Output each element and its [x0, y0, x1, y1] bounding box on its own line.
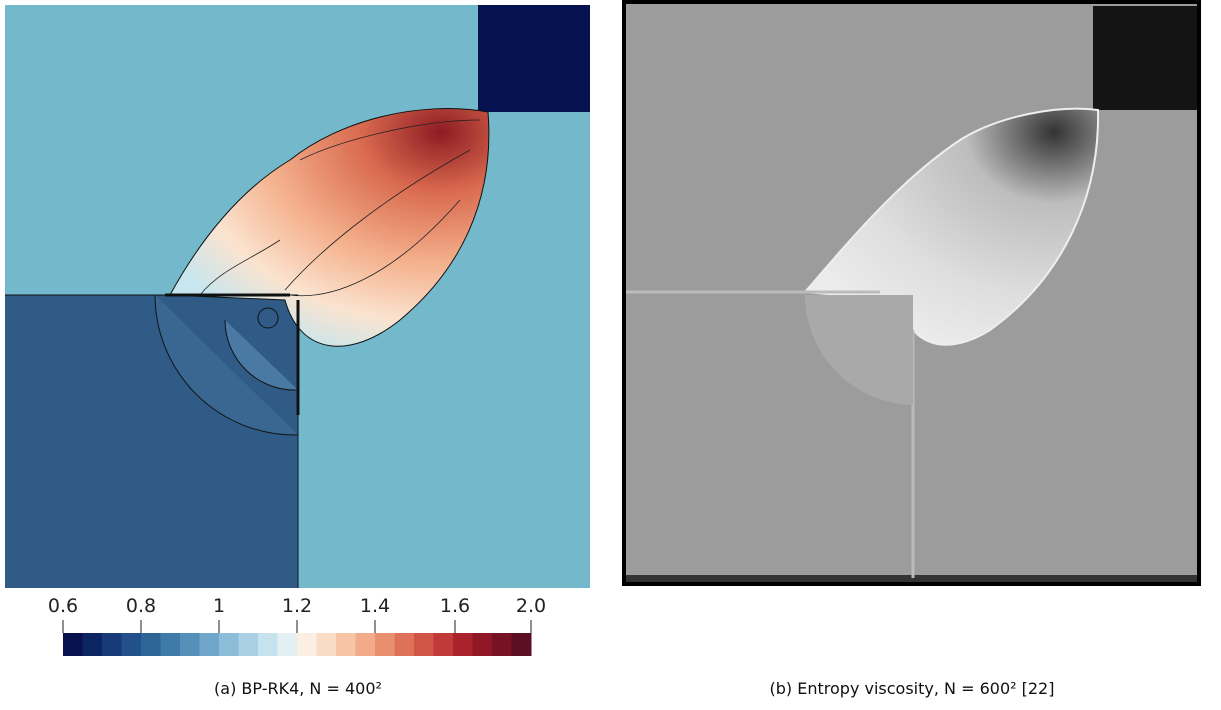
- colorbar-swatch: [277, 633, 298, 656]
- colorbar-tick-label: 1.6: [440, 595, 470, 617]
- colorbar-swatch: [414, 633, 434, 656]
- colorbar-swatch: [355, 633, 376, 656]
- colorbar-tick-label: 1.2: [282, 595, 312, 617]
- colorbar-swatch: [199, 633, 220, 656]
- colorbar-swatch: [492, 633, 512, 656]
- entropy-plot: [622, 0, 1201, 586]
- colorbar-swatch: [82, 633, 103, 656]
- caption: (a) BP-RK4, N = 400²: [214, 679, 382, 698]
- colorbar-swatch: [394, 633, 415, 656]
- colorbar-tick-label: 0.6: [48, 595, 78, 617]
- colorbar-swatch: [297, 633, 317, 656]
- colorbar-swatch: [121, 633, 142, 656]
- colorbar-swatch: [63, 633, 83, 656]
- colorbar: [63, 633, 532, 656]
- colorbar-swatch: [453, 633, 473, 656]
- colorbar-tick-label: 2.0: [516, 595, 546, 617]
- density-plot: [5, 5, 590, 588]
- colorbar-tick-label: 0.8: [126, 595, 156, 617]
- colorbar-swatch: [160, 633, 181, 656]
- colorbar-swatch: [238, 633, 259, 656]
- colorbar-tick-label: 1.4: [360, 595, 390, 617]
- colorbar-swatch: [258, 633, 278, 656]
- colorbar-swatch: [180, 633, 200, 656]
- colorbar-swatch: [219, 633, 239, 656]
- colorbar-swatch: [433, 633, 454, 656]
- colorbar-swatch: [316, 633, 337, 656]
- colorbar-swatch: [375, 633, 395, 656]
- colorbar-swatch: [141, 633, 161, 656]
- colorbar-swatch: [511, 633, 532, 656]
- colorbar-swatch: [102, 633, 122, 656]
- caption: (b) Entropy viscosity, N = 600² [22]: [770, 679, 1055, 698]
- colorbar-swatch: [336, 633, 356, 656]
- colorbar-swatch: [472, 633, 493, 656]
- colorbar-tick-label: 1: [213, 595, 225, 617]
